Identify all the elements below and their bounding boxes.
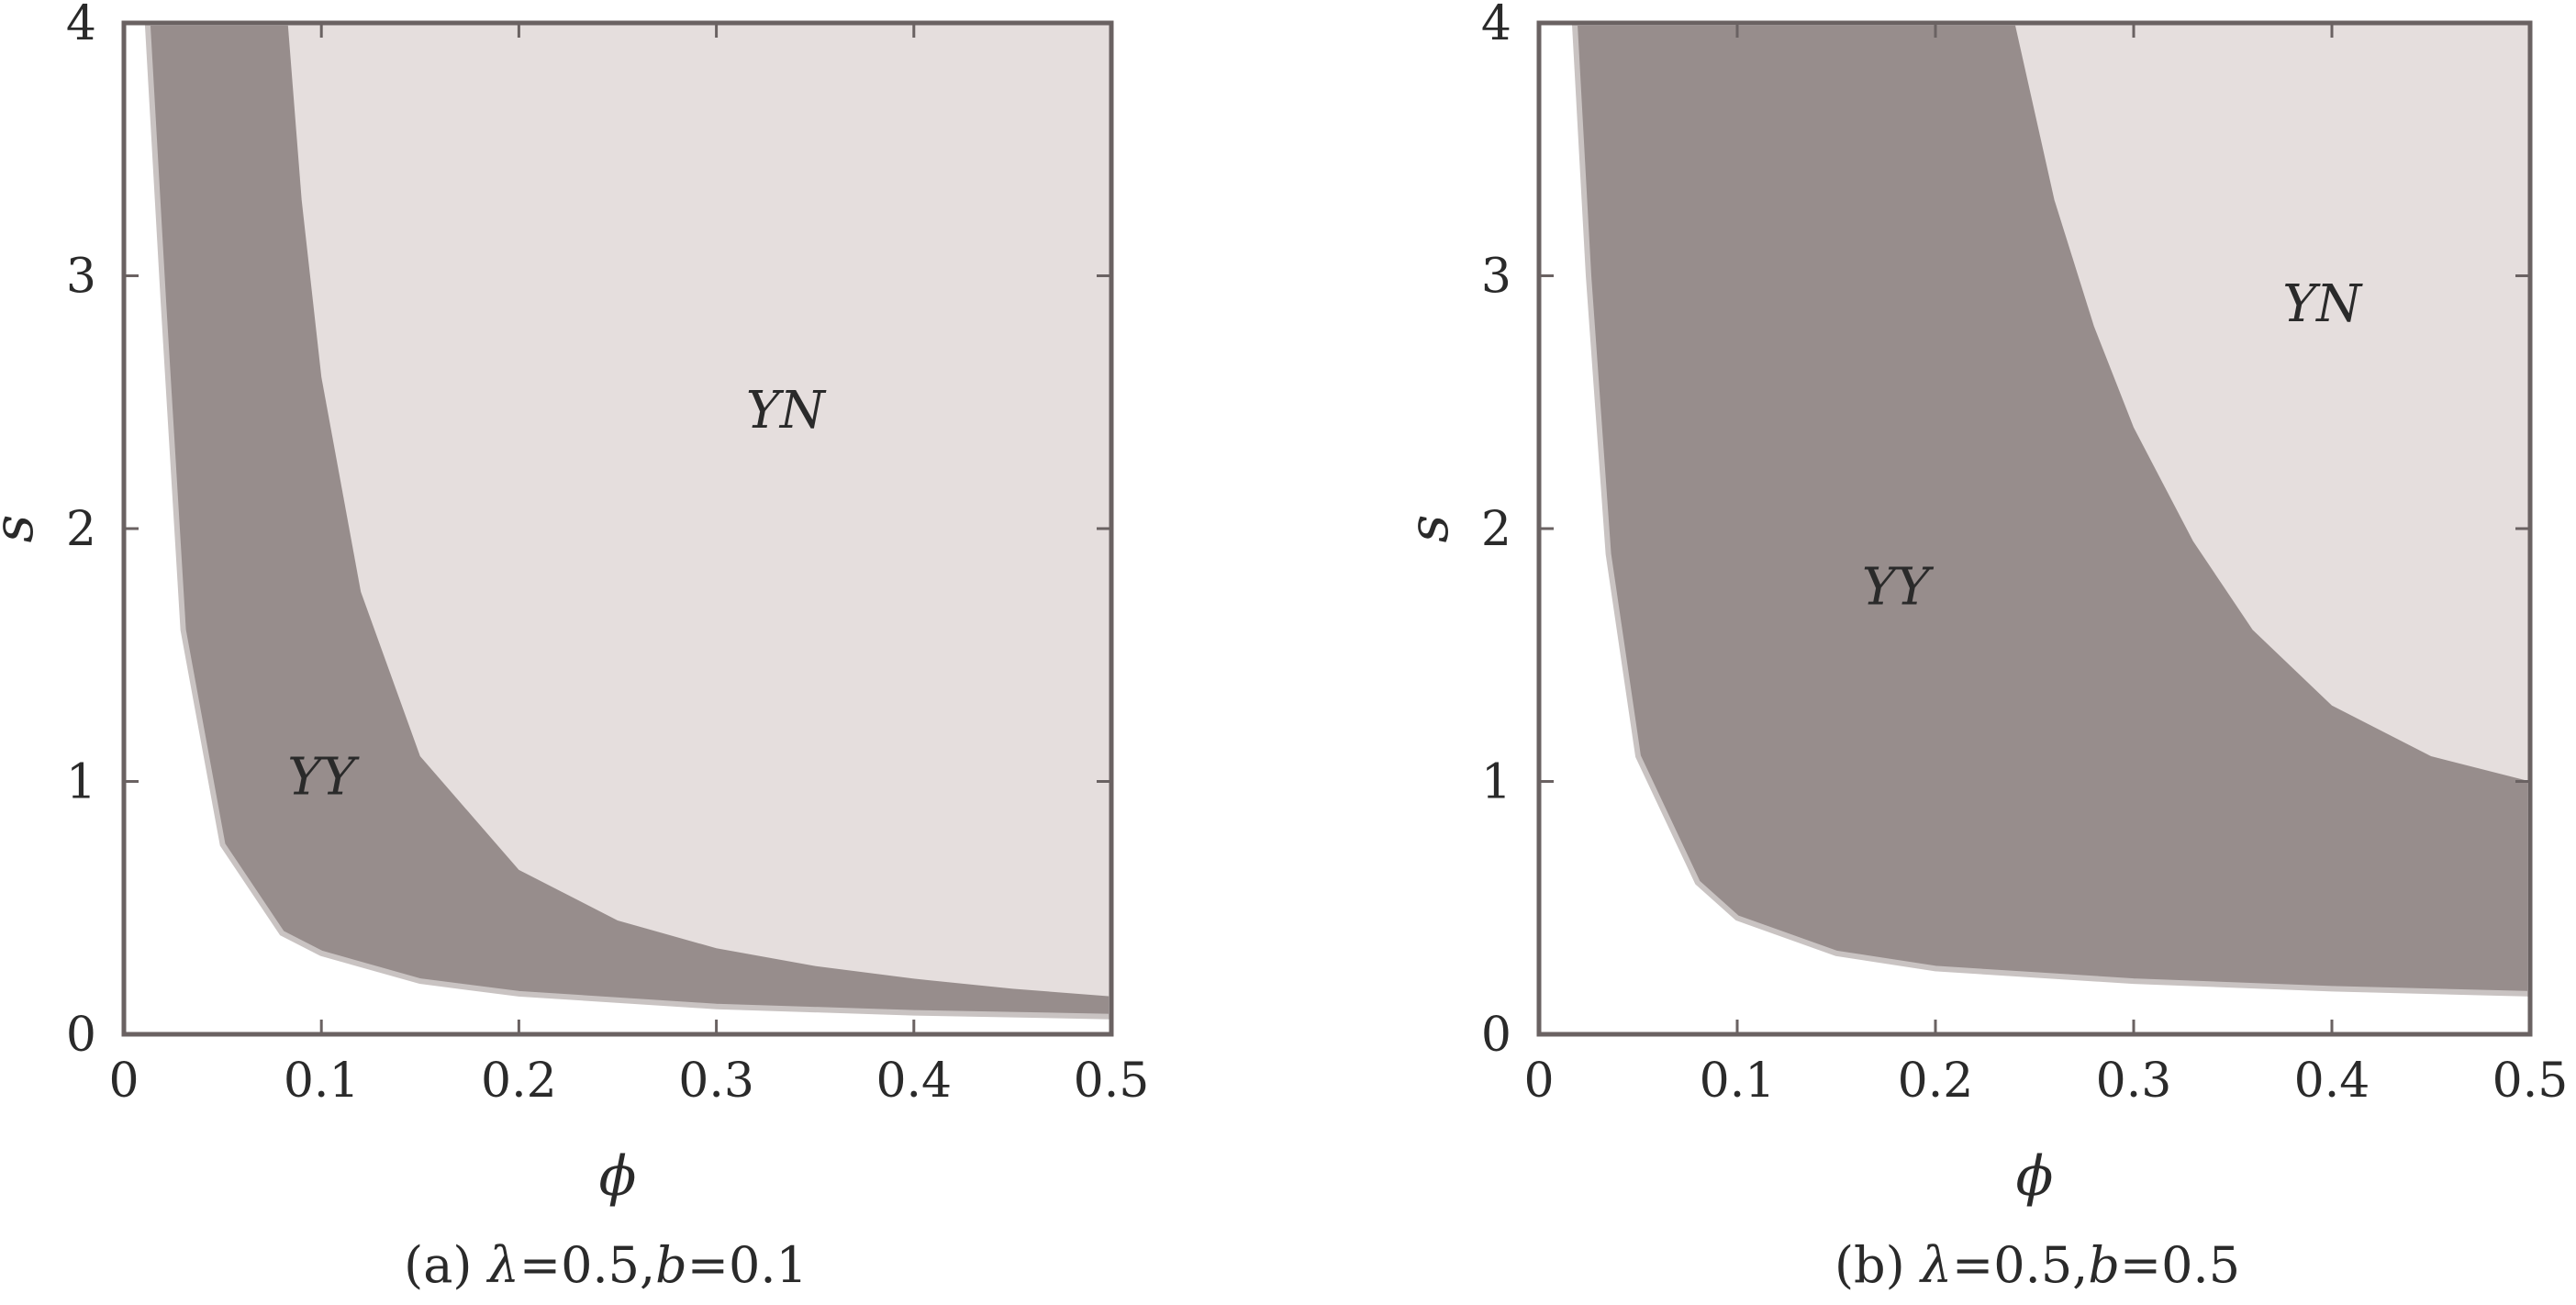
x-tick-label: 0.5 [2492,1054,2569,1109]
caption-lambda-value: =0.5, [519,1236,655,1294]
caption-lambda-symbol: λ [1919,1236,1952,1294]
x-tick-label: 0.2 [1898,1054,1974,1109]
caption-panel: (b) [1834,1236,1921,1294]
caption-b-symbol: b [655,1236,687,1294]
plot-area [1539,23,2530,1034]
y-axis-label: s [0,515,46,543]
region-yn [287,23,1111,997]
x-tick-label: 0.4 [2294,1054,2370,1109]
panel-caption: (b) λ=0.5,b=0.5 [1834,1236,2240,1294]
caption-b-symbol: b [2088,1236,2120,1294]
caption-panel: (a) [404,1236,488,1294]
y-tick-label: 1 [66,755,96,810]
caption-b-value: =0.1 [687,1236,808,1294]
x-tick-label: 0.2 [481,1054,557,1109]
panel-caption: (a) λ=0.5,b=0.1 [404,1236,808,1294]
region-label-yn: YN [746,381,827,441]
y-tick-label: 2 [66,502,96,557]
x-tick-label: 0.5 [1074,1054,1150,1109]
y-tick-label: 4 [1481,0,1511,51]
x-tick-label: 0.3 [678,1054,754,1109]
region-yn [2014,23,2530,782]
region-label-yy: YY [287,747,360,807]
x-tick-label: 0 [108,1054,139,1109]
caption-lambda-value: =0.5, [1952,1236,2088,1294]
region-label-yy: YY [1862,558,1935,618]
x-axis-label: ϕ [599,1144,637,1209]
x-tick-label: 0.1 [1700,1054,1776,1109]
plot-area [124,23,1111,1034]
x-tick-label: 0.3 [2096,1054,2172,1109]
x-tick-label: 0.4 [875,1054,952,1109]
y-tick-label: 0 [66,1008,96,1063]
x-tick-label: 0.1 [284,1054,360,1109]
y-tick-label: 4 [66,0,96,51]
panel-a: 0 0.1 0.2 0.3 0.4 0.5 0 1 2 3 4 ϕ s YY YN (a) λ=0.5,b=0… [0,0,1149,1294]
caption-b-value: =0.5 [2120,1236,2240,1294]
region-label-yn: YN [2282,274,2363,334]
x-axis-label: ϕ [2016,1144,2054,1209]
y-tick-label: 1 [1481,755,1511,810]
x-tick-label: 0 [1523,1054,1554,1109]
panel-b: 0 0.1 0.2 0.3 0.4 0.5 0 1 2 3 4 ϕ s YY YN (b) λ=0.5,b=0… [1397,0,2568,1294]
caption-lambda-symbol: λ [486,1236,519,1294]
y-tick-label: 0 [1481,1008,1511,1063]
y-tick-label: 3 [66,250,96,305]
y-tick-label: 2 [1481,502,1511,557]
y-axis-label: s [1397,515,1461,543]
y-tick-label: 3 [1481,250,1511,305]
